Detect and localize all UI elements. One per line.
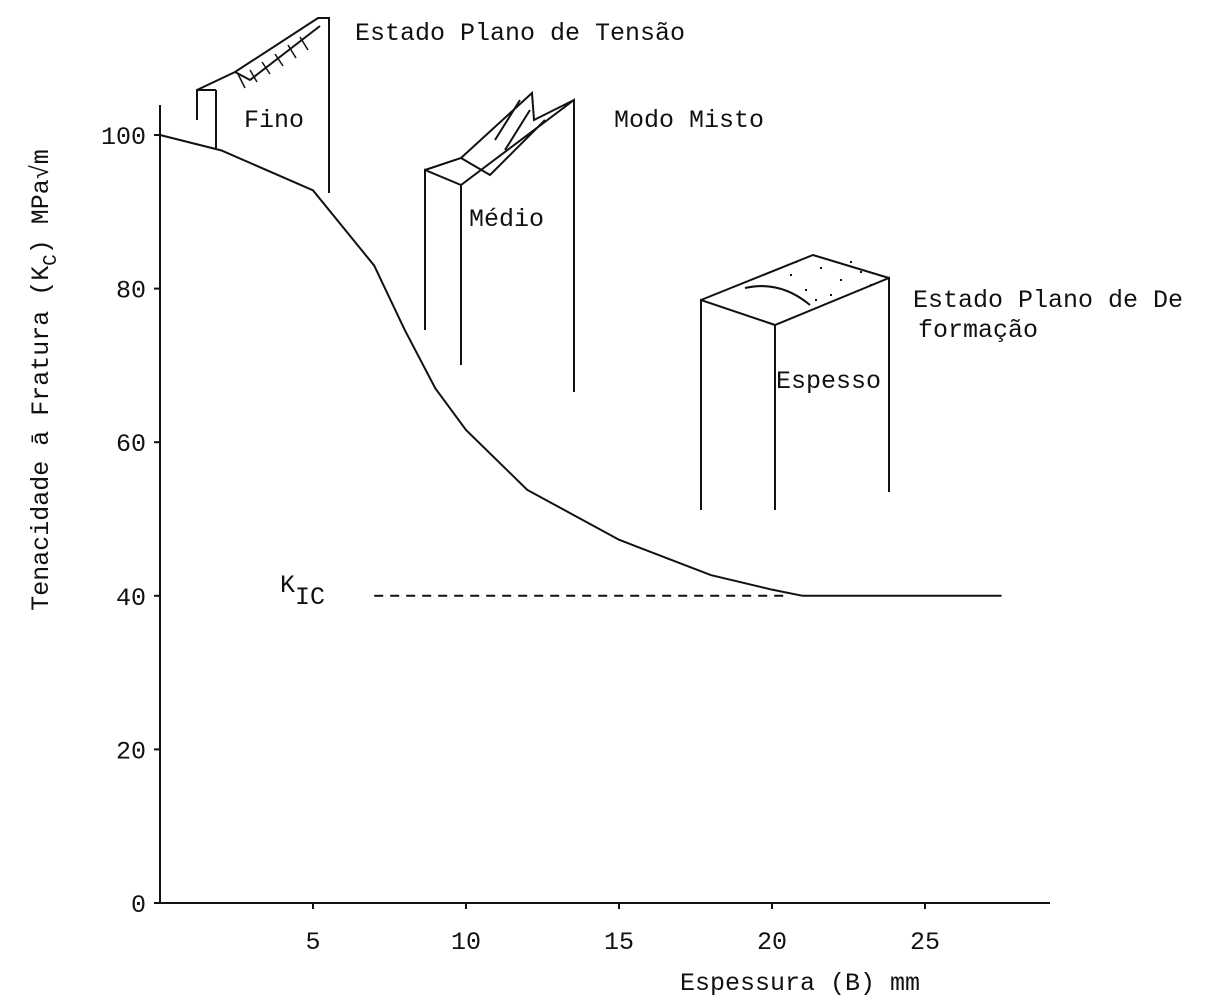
annotation: Espesso xyxy=(776,367,881,396)
annotation-line: Estado Plano de Tensão xyxy=(355,19,685,48)
y-tick-label: 0 xyxy=(131,891,146,920)
y-tick-label: 60 xyxy=(116,430,146,459)
chart: Espessura (B) mm Tenacidade ā Fratura (K… xyxy=(0,0,1210,1001)
y-tick-label: 40 xyxy=(116,584,146,613)
x-axis-label: Espessura (B) mm xyxy=(680,969,920,998)
kic-main: K xyxy=(280,571,295,600)
y-tick-label: 20 xyxy=(116,737,146,766)
annotation: Estado Plano de Tensão xyxy=(355,19,685,48)
x-tick-label: 25 xyxy=(910,928,940,957)
kic-sub: IC xyxy=(295,583,325,612)
toughness-curve xyxy=(160,135,1002,596)
annotation-line: Espesso xyxy=(776,367,881,396)
annotation: Fino xyxy=(244,106,304,135)
annotation: Médio xyxy=(469,205,544,234)
specimen-medium xyxy=(425,93,574,392)
annotation-line: formação xyxy=(918,316,1038,345)
x-tick-label: 10 xyxy=(451,928,481,957)
y-tick-label: 100 xyxy=(101,123,146,152)
x-tick-label: 15 xyxy=(604,928,634,957)
x-tick-label: 5 xyxy=(305,928,320,957)
y-label-sub: C xyxy=(40,254,62,265)
y-label-part: ) MPa√m xyxy=(27,149,56,254)
x-tick-label: 20 xyxy=(757,928,787,957)
annotation-line: Médio xyxy=(469,205,544,234)
kic-label: KIC xyxy=(280,571,325,612)
annotation: Modo Misto xyxy=(614,106,764,135)
annotation-line: Modo Misto xyxy=(614,106,764,135)
y-tick-label: 80 xyxy=(116,277,146,306)
annotation-line: Estado Plano de De xyxy=(913,286,1183,315)
annotation-line: Fino xyxy=(244,106,304,135)
y-axis-label: Tenacidade ā Fratura (KC) MPa√m xyxy=(27,149,62,611)
y-label-part: Tenacidade ā Fratura (K xyxy=(27,266,56,611)
